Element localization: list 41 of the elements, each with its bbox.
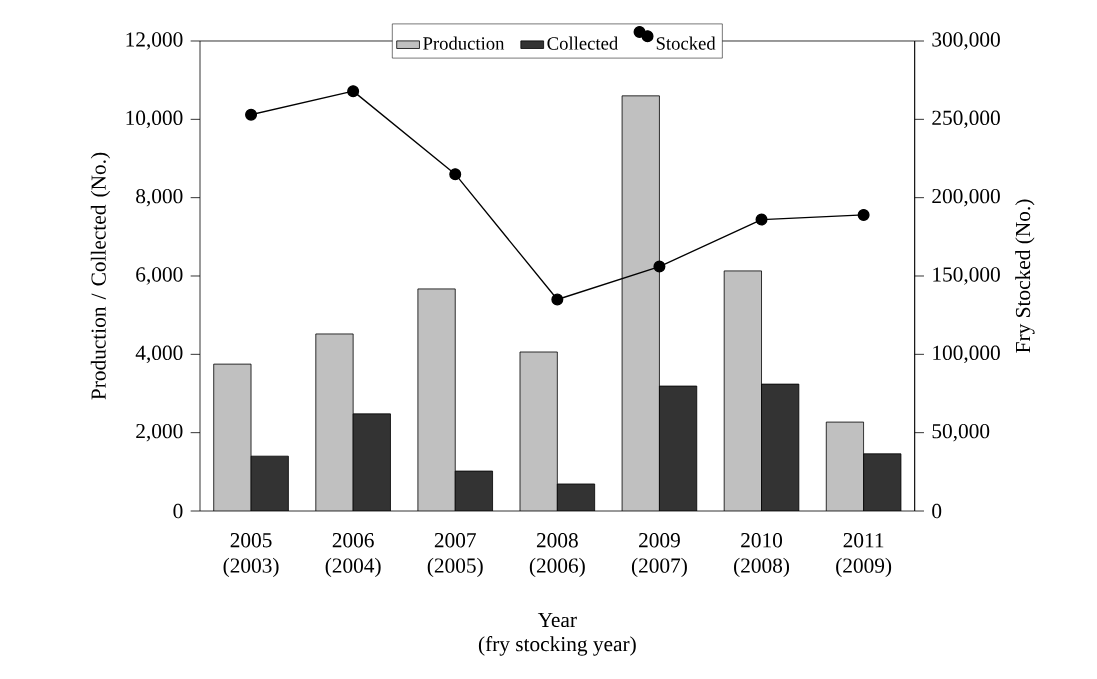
point	[755, 213, 768, 226]
y-tick-label: 2,000	[136, 423, 183, 442]
bar	[659, 385, 698, 511]
text: (fry stocking year)	[478, 636, 636, 656]
point	[347, 85, 360, 98]
x-tick-label: 2011 (2009)	[836, 533, 892, 578]
y2-tick-label: 0	[932, 503, 942, 519]
point	[245, 108, 258, 121]
y-tick-label: 12,000	[126, 32, 183, 50]
y-tick-label: 4,000	[135, 345, 183, 364]
x-tick-label: 2010 (2008)	[734, 533, 790, 578]
y2-tick-label: 250,000	[932, 110, 1000, 129]
y-tick-label: 0	[173, 503, 183, 519]
y-tick-label: 8,000	[136, 188, 183, 207]
x-tick-label: 2009 (2007)	[631, 533, 687, 578]
y2-tick-label: 50,000	[932, 423, 990, 442]
bar	[352, 413, 391, 511]
y2-tick-label: 300,000	[932, 32, 1000, 50]
point	[551, 293, 564, 306]
x-tick-label: 2008 (2006)	[529, 533, 585, 578]
bar	[454, 470, 493, 511]
y-tick-label: 10,000	[126, 110, 183, 129]
point	[449, 168, 462, 181]
x-tick-label: 2007 (2005)	[427, 533, 483, 578]
x-tick-label: 2005 (2003)	[223, 533, 279, 578]
y2-tick-label: 150,000	[933, 267, 1000, 285]
y-axis-title: Production / Collected (No.)	[90, 152, 111, 400]
legend-label: Collected	[547, 36, 619, 50]
bar	[761, 383, 800, 511]
point	[653, 260, 666, 273]
y2-tick-label: 100,000	[933, 345, 1000, 364]
x-axis-title: Year	[537, 612, 577, 628]
y-tick-label: 6,000	[136, 267, 183, 285]
legend-label: Stocked	[656, 36, 716, 50]
y2-tick-label: 200,000	[932, 188, 1000, 207]
x-tick-label: 2006 (2004)	[325, 533, 381, 578]
point	[857, 208, 870, 221]
legend-label: Production	[423, 36, 505, 50]
y2-axis-title: Fry Stocked (No.)	[1015, 199, 1035, 353]
bar	[863, 453, 902, 511]
bar	[250, 455, 289, 511]
